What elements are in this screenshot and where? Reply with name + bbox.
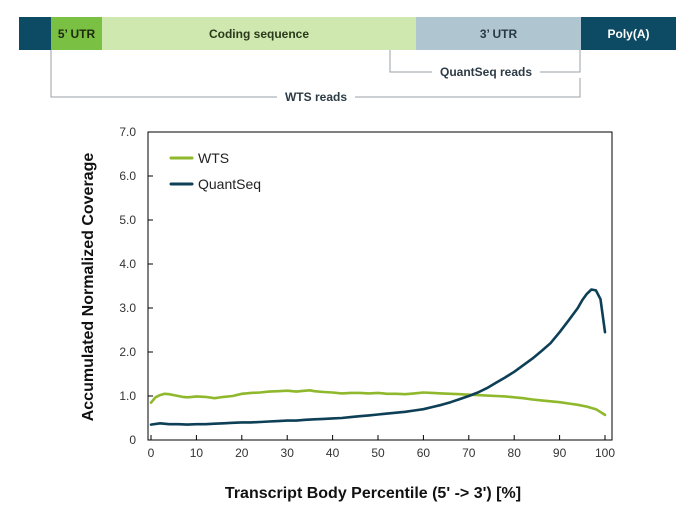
y-tick-label: 1.0 [119, 389, 136, 403]
x-tick-label: 50 [371, 446, 385, 460]
legend-label-quantseq: QuantSeq [198, 176, 261, 192]
legend: WTS QuantSeq [169, 150, 261, 192]
x-tick-label: 30 [281, 446, 295, 460]
segment-coding-sequence [102, 17, 416, 50]
segment-5utr-label: 5’ UTR [58, 27, 96, 41]
coverage-chart: 0 10 20 30 40 50 60 70 80 90 100 0 1.0 2.0 3.0 4.0 5.0 6.… [80, 125, 615, 502]
y-tick-label: 5.0 [119, 213, 136, 227]
segment-3utr [416, 17, 581, 50]
wts-reads-label: WTS reads [285, 90, 347, 104]
y-tick-label: 3.0 [119, 301, 136, 315]
quantseq-reads-label: QuantSeq reads [440, 65, 532, 79]
y-axis-title: Accumulated Normalized Coverage [80, 153, 97, 422]
y-tick-label: 6.0 [119, 169, 136, 183]
series-layer [149, 288, 607, 426]
x-tick-label: 100 [595, 446, 615, 460]
segment-polya [581, 17, 676, 50]
x-tick-label: 10 [190, 446, 204, 460]
transcript-diagram: 5’ UTR Coding sequence 3’ UTR Poly(A) Qu… [19, 17, 676, 104]
legend-label-wts: WTS [198, 150, 229, 166]
segment-leader [19, 17, 51, 50]
x-tick-label: 0 [148, 446, 155, 460]
series-line-wts [149, 389, 607, 417]
y-tick-label: 2.0 [119, 345, 136, 359]
segment-3utr-label: 3’ UTR [480, 27, 518, 41]
axis-ticks: 0 10 20 30 40 50 60 70 80 90 100 0 1.0 2.0 3.0 4.0 5.0 6.… [119, 125, 615, 460]
y-tick-label: 7.0 [119, 125, 136, 139]
x-axis-title: Transcript Body Percentile (5' -> 3') [%… [225, 485, 521, 502]
x-tick-label: 20 [235, 446, 249, 460]
segment-coding-sequence-label: Coding sequence [209, 27, 309, 41]
quantseq-reads-bracket [389, 50, 581, 73]
y-tick-label: 4.0 [119, 257, 136, 271]
segment-5utr [51, 17, 102, 50]
series-line-quantseq [149, 288, 607, 426]
segment-polya-label: Poly(A) [608, 27, 650, 41]
x-tick-label: 60 [417, 446, 431, 460]
x-tick-label: 40 [326, 446, 340, 460]
x-tick-label: 80 [508, 446, 522, 460]
plot-frame [147, 131, 613, 441]
y-tick-label: 0 [129, 433, 136, 447]
wts-reads-bracket [50, 50, 581, 98]
x-tick-label: 90 [553, 446, 567, 460]
x-tick-label: 70 [462, 446, 476, 460]
